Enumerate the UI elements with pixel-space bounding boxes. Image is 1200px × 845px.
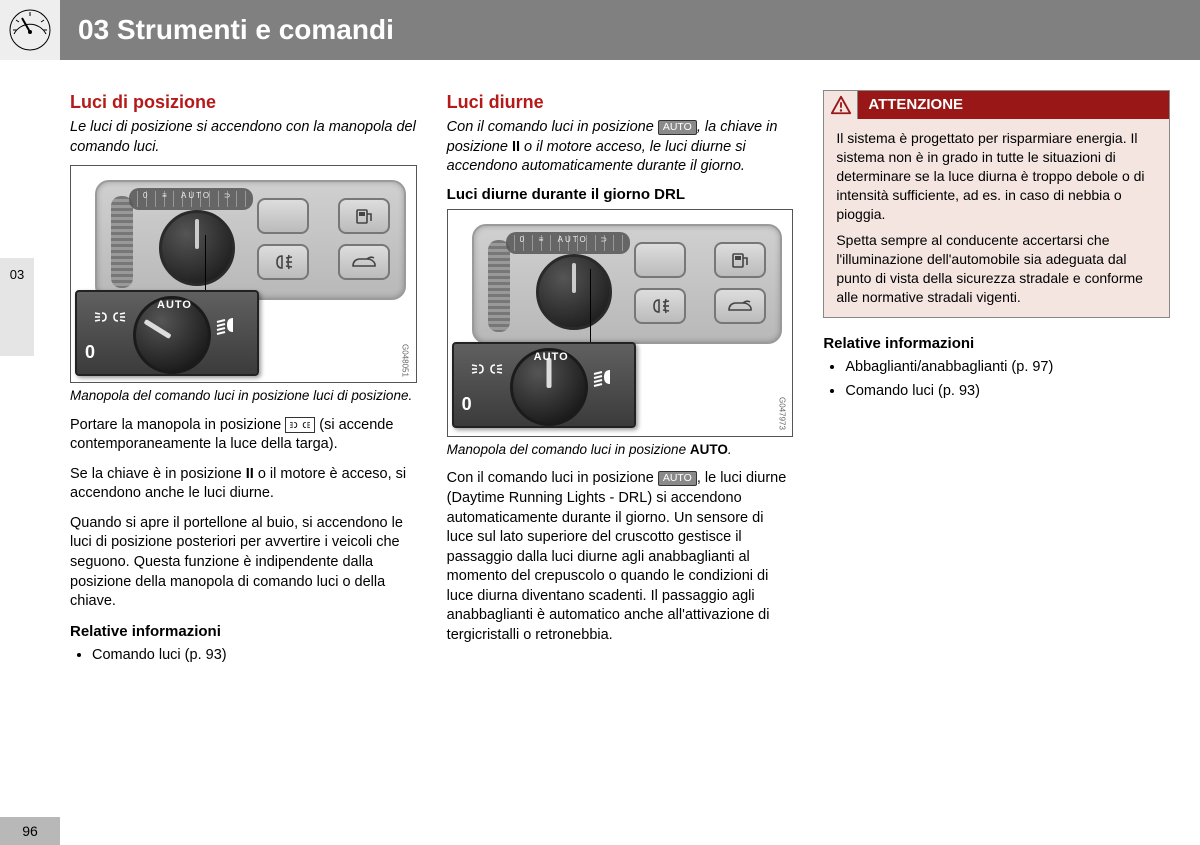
blank-button: [634, 242, 686, 278]
thumbwheel: [111, 196, 133, 288]
figure-light-control-posizione: 0 ≡ AUTO ⊃: [70, 165, 417, 383]
blank-button: [257, 198, 309, 234]
content-area: Luci di posizione Le luci di posizione s…: [70, 90, 1170, 805]
fuel-flap-button: [338, 198, 390, 234]
fuel-flap-icon: [349, 206, 379, 226]
trunk-button: [338, 244, 390, 280]
text-run: Con il comando luci in posizione: [447, 119, 658, 135]
paragraph: Spetta sempre al conducente accertarsi c…: [836, 231, 1157, 307]
paragraph: Con il comando luci in posizione AUTO, l…: [447, 469, 794, 645]
intro-text: Le luci di posizione si accendono con la…: [70, 118, 417, 157]
overlay-lowbeam-icon-wrap: [592, 366, 622, 392]
paragraph: Quando si apre il portellone al buio, si…: [70, 514, 417, 612]
subheading-drl: Luci diurne durante il giorno DRL: [447, 185, 794, 205]
rotary-knob: [536, 254, 612, 330]
paragraph: Il sistema è progettato per risparmiare …: [836, 129, 1157, 223]
text-run: Se la chiave è in posizione: [70, 466, 246, 482]
column-3: ATTENZIONE Il sistema è progettato per r…: [823, 90, 1170, 805]
overlay-zero-label: 0: [85, 340, 95, 364]
related-info-heading: Relative informazioni: [823, 334, 1170, 354]
overlay-lowbeam-icon-wrap: [215, 314, 245, 340]
light-control-panel: 0 ≡ AUTO ⊃: [95, 180, 406, 300]
image-credit: G047973: [776, 397, 787, 430]
side-chapter-tab: 03: [0, 258, 34, 356]
page-number-value: 96: [22, 822, 38, 841]
rear-fog-button: [257, 244, 309, 280]
fog-light-icon: [645, 296, 675, 316]
text-run: .: [728, 442, 732, 457]
text-bold: AUTO: [690, 442, 728, 457]
overlay-auto-label: AUTO: [157, 298, 192, 313]
dial-labels: 0 ≡ AUTO ⊃: [520, 235, 609, 246]
intro-text: Con il comando luci in posizione AUTO, l…: [447, 118, 794, 177]
column-2: Luci diurne Con il comando luci in posiz…: [447, 90, 794, 805]
overlay-auto-label: AUTO: [534, 350, 569, 365]
paragraph: Se la chiave è in posizione II o il moto…: [70, 465, 417, 504]
image-credit: G048051: [399, 344, 410, 377]
light-control-panel: 0 ≡ AUTO ⊃: [472, 224, 783, 344]
auto-badge: AUTO: [658, 471, 697, 487]
column-1: Luci di posizione Le luci di posizione s…: [70, 90, 417, 805]
text-run: Manopola del comando luci in posizione: [447, 442, 690, 457]
figure-light-control-auto: 0 ≡ AUTO ⊃: [447, 209, 794, 437]
fuel-flap-button: [714, 242, 766, 278]
figure-caption: Manopola del comando luci in posizione A…: [447, 441, 794, 459]
low-beam-icon: [215, 314, 245, 336]
attention-title: ATTENZIONE: [858, 91, 1169, 119]
attention-header: ATTENZIONE: [824, 91, 1169, 119]
figure-caption: Manopola del comando luci in posizione l…: [70, 387, 417, 405]
text-run: , le luci diurne (Daytime Running Lights…: [447, 470, 787, 643]
overlay-zero-label: 0: [462, 392, 472, 416]
chapter-gauge-icon-box: [0, 0, 60, 60]
section-heading-luci-posizione: Luci di posizione: [70, 90, 417, 114]
attention-box: ATTENZIONE Il sistema è progettato per r…: [823, 90, 1170, 318]
related-info-list: Comando luci (p. 93): [70, 646, 417, 666]
side-lights-icon: [470, 362, 504, 376]
page-number: 96: [0, 817, 60, 845]
list-item: Abbaglianti/anabbaglianti (p. 97): [845, 358, 1170, 378]
section-heading-luci-diurne: Luci diurne: [447, 90, 794, 114]
chapter-header-bar: 03 Strumenti e comandi: [60, 0, 1200, 60]
rear-fog-button: [634, 288, 686, 324]
thumbwheel: [488, 240, 510, 332]
fuel-flap-icon: [725, 250, 755, 270]
trunk-button: [714, 288, 766, 324]
related-info-list: Abbaglianti/anabbaglianti (p. 97) Comand…: [823, 358, 1170, 401]
text-run: Portare la manopola in posizione: [70, 417, 285, 433]
text-run: Con il comando luci in posizione: [447, 470, 658, 486]
attention-body: Il sistema è progettato per risparmiare …: [824, 119, 1169, 317]
overlay-sidelights-icon-wrap: [470, 362, 504, 380]
list-item: Comando luci (p. 93): [845, 382, 1170, 402]
knob-detail-overlay: 0 AUTO: [75, 290, 259, 376]
side-lights-icon: [93, 310, 127, 324]
overlay-sidelights-icon-wrap: [93, 310, 127, 328]
knob-detail-overlay: 0 AUTO: [452, 342, 636, 428]
side-chapter-label: 03: [10, 266, 24, 284]
related-info-heading: Relative informazioni: [70, 622, 417, 642]
text-bold: II: [246, 466, 254, 482]
warning-triangle-icon: [830, 94, 852, 116]
light-control-illustration: 0 ≡ AUTO ⊃: [452, 214, 789, 432]
gauge-icon: [8, 8, 52, 52]
low-beam-icon: [592, 366, 622, 388]
rotary-knob: [159, 210, 235, 286]
trunk-icon: [725, 296, 755, 316]
text-bold: II: [512, 139, 520, 155]
auto-badge: AUTO: [658, 120, 697, 136]
list-item: Comando luci (p. 93): [92, 646, 417, 666]
light-control-illustration: 0 ≡ AUTO ⊃: [75, 170, 412, 378]
fog-light-icon: [268, 252, 298, 272]
attention-icon-cell: [824, 91, 858, 119]
paragraph: Portare la manopola in posizione (si acc…: [70, 416, 417, 455]
dial-labels: 0 ≡ AUTO ⊃: [143, 191, 232, 202]
trunk-icon: [349, 252, 379, 272]
knob-indicator: [144, 319, 172, 339]
chapter-title: 03 Strumenti e comandi: [78, 11, 394, 49]
side-lights-inline-icon: [285, 417, 315, 433]
